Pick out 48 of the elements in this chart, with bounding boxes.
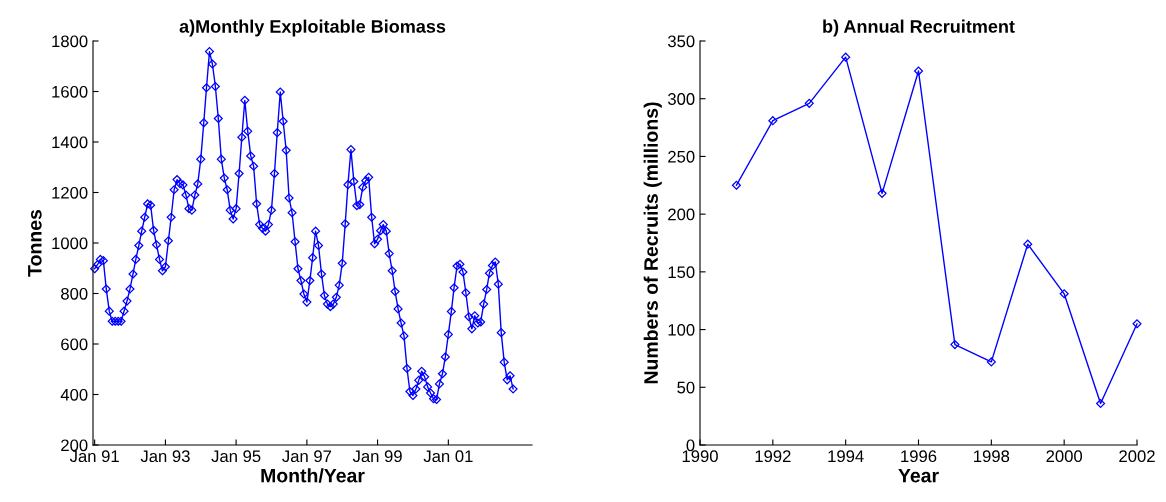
y-tick-label: 200 bbox=[668, 208, 695, 221]
y-tick-label: 800 bbox=[61, 287, 88, 300]
y-tick-label: 600 bbox=[61, 338, 88, 351]
y-tick-label: 1200 bbox=[52, 186, 88, 199]
y-tick-label: 0 bbox=[686, 439, 695, 452]
x-tick-label: 1994 bbox=[828, 450, 864, 463]
x-tick-label: 1998 bbox=[974, 450, 1010, 463]
point bbox=[877, 188, 887, 198]
point bbox=[1096, 398, 1106, 408]
x-tick-label: Jan 01 bbox=[423, 450, 473, 463]
x-tick-label: Jan 93 bbox=[140, 450, 190, 463]
y-tick-label: 250 bbox=[668, 150, 695, 163]
y-tick-label: 1800 bbox=[52, 35, 88, 48]
point bbox=[1023, 239, 1033, 249]
x-tick-label: 1992 bbox=[755, 450, 791, 463]
point bbox=[768, 116, 778, 126]
x-tick-label: 1996 bbox=[901, 450, 937, 463]
y-axis-title: Tonnes bbox=[28, 209, 42, 277]
y-axis-title: Numbers of Recruits (millions) bbox=[643, 102, 662, 384]
x-tick-label: Jan 97 bbox=[282, 450, 332, 463]
x-tick-label: Jan 91 bbox=[69, 450, 119, 463]
x-tick-label: 2000 bbox=[1046, 450, 1083, 463]
y-tick-label: 300 bbox=[667, 93, 695, 105]
point bbox=[950, 340, 960, 350]
point bbox=[841, 52, 851, 62]
x-tick-label: 1990 bbox=[682, 450, 718, 463]
chart-title: a)Monthly Exploitable Biomass bbox=[179, 19, 446, 37]
x-axis-title: Month/Year bbox=[261, 468, 365, 483]
y-tick-label: 100 bbox=[668, 323, 695, 336]
y-tick-label: 1000 bbox=[52, 237, 88, 250]
x-tick-label: Jan 95 bbox=[211, 450, 261, 463]
y-tick-label: 350 bbox=[667, 35, 695, 48]
point bbox=[1059, 289, 1069, 299]
y-tick-label: 150 bbox=[668, 266, 695, 279]
y-tick-label: 400 bbox=[60, 388, 88, 401]
point bbox=[1132, 319, 1142, 329]
x-tick-label: Jan 99 bbox=[352, 450, 402, 463]
point bbox=[804, 98, 814, 108]
chart-title: b) Annual Recruitment bbox=[823, 19, 1015, 37]
y-tick-label: 200 bbox=[61, 439, 88, 452]
y-tick-label: 50 bbox=[677, 381, 695, 394]
point bbox=[731, 180, 741, 190]
x-axis-title: Year bbox=[898, 468, 939, 483]
point bbox=[913, 66, 924, 76]
y-tick-label: 1400 bbox=[52, 136, 88, 149]
y-tick-label: 1600 bbox=[52, 85, 88, 98]
x-tick-label: 2002 bbox=[1119, 450, 1155, 463]
point bbox=[986, 357, 996, 367]
